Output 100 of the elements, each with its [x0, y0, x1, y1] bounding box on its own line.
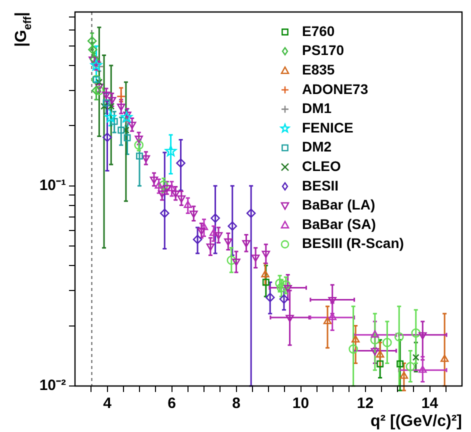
- point: [412, 354, 420, 361]
- legend-label: BESII: [302, 177, 339, 194]
- x-tick-label: 14: [421, 395, 439, 412]
- point: [177, 195, 186, 203]
- point: [176, 158, 186, 168]
- point: [197, 228, 206, 235]
- point: [159, 180, 168, 190]
- y-tick-label: 10⁻²: [39, 377, 66, 394]
- x-tick-label: 6: [168, 395, 176, 412]
- point: [328, 312, 336, 320]
- point: [224, 238, 232, 246]
- point: [348, 344, 358, 354]
- point: [251, 254, 260, 262]
- legend-label: BaBar (SA): [302, 216, 376, 232]
- point: [128, 122, 136, 130]
- legend-label: DM2: [302, 138, 332, 155]
- point: [124, 134, 131, 142]
- point: [118, 126, 125, 134]
- point: [279, 294, 289, 304]
- point: [214, 232, 223, 240]
- point: [228, 221, 238, 231]
- point: [158, 190, 166, 198]
- point: [376, 350, 384, 358]
- x-axis-title: q² [(GeV/c)²]: [370, 413, 462, 430]
- legend-label: CLEO: [302, 158, 341, 174]
- point: [122, 126, 130, 134]
- point: [184, 200, 192, 208]
- point: [150, 176, 158, 184]
- point: [262, 278, 270, 286]
- legend-label: ADONE73: [302, 80, 368, 97]
- point: [262, 250, 270, 258]
- point: [286, 314, 294, 322]
- point: [162, 185, 172, 192]
- point: [261, 270, 270, 278]
- legend-label: PS170: [302, 42, 344, 58]
- point: [134, 136, 143, 143]
- point: [136, 152, 143, 160]
- point: [92, 86, 101, 96]
- point: [376, 360, 384, 368]
- point: [96, 78, 103, 86]
- point: [102, 92, 110, 99]
- point: [164, 145, 177, 156]
- point: [160, 208, 170, 218]
- point: [102, 99, 110, 106]
- point: [87, 36, 97, 46]
- legend-label: BESIII (R-Scan): [302, 235, 404, 252]
- point: [276, 283, 286, 292]
- point: [110, 118, 118, 125]
- point: [94, 86, 104, 96]
- point: [370, 335, 380, 345]
- x-tick-label: 8: [232, 395, 240, 412]
- point: [172, 190, 180, 198]
- point: [210, 228, 218, 236]
- point: [206, 244, 215, 251]
- point: [418, 366, 427, 373]
- point: [154, 181, 163, 189]
- point: [328, 297, 336, 304]
- point: [370, 348, 380, 356]
- point: [351, 335, 360, 343]
- point: [210, 214, 220, 223]
- point: [190, 210, 198, 218]
- point: [100, 102, 108, 110]
- point: [394, 332, 404, 342]
- point: [102, 132, 112, 142]
- point: [192, 234, 202, 244]
- point: [88, 44, 98, 54]
- point: [275, 278, 284, 288]
- point: [440, 354, 449, 362]
- y-axis-title: |Geff|: [13, 12, 34, 47]
- legend-label: BaBar (LA): [302, 196, 376, 213]
- point: [95, 84, 104, 91]
- point: [226, 256, 236, 265]
- point: [104, 111, 116, 122]
- legend-label: E835: [302, 61, 335, 78]
- point: [396, 360, 404, 368]
- point: [246, 208, 256, 218]
- x-tick-label: 10: [292, 395, 310, 412]
- legend-label: DM1: [302, 100, 332, 116]
- point: [400, 372, 408, 379]
- point: [418, 332, 427, 340]
- point: [284, 285, 292, 292]
- point: [382, 338, 392, 348]
- x-tick-label: 4: [103, 395, 112, 412]
- point: [406, 362, 416, 372]
- point: [108, 102, 115, 110]
- point: [281, 280, 291, 290]
- point: [142, 155, 150, 163]
- point: [232, 258, 240, 266]
- point: [120, 111, 132, 122]
- x-tick-label: 12: [356, 395, 374, 412]
- point: [168, 184, 176, 192]
- point: [370, 330, 380, 338]
- point: [265, 292, 275, 302]
- point: [323, 316, 332, 324]
- y-tick-label: 10⁻¹: [39, 177, 66, 194]
- point: [411, 328, 421, 338]
- point: [108, 96, 116, 104]
- point: [242, 240, 250, 248]
- legend-label: FENICE: [302, 119, 354, 136]
- legend-label: E760: [302, 22, 335, 39]
